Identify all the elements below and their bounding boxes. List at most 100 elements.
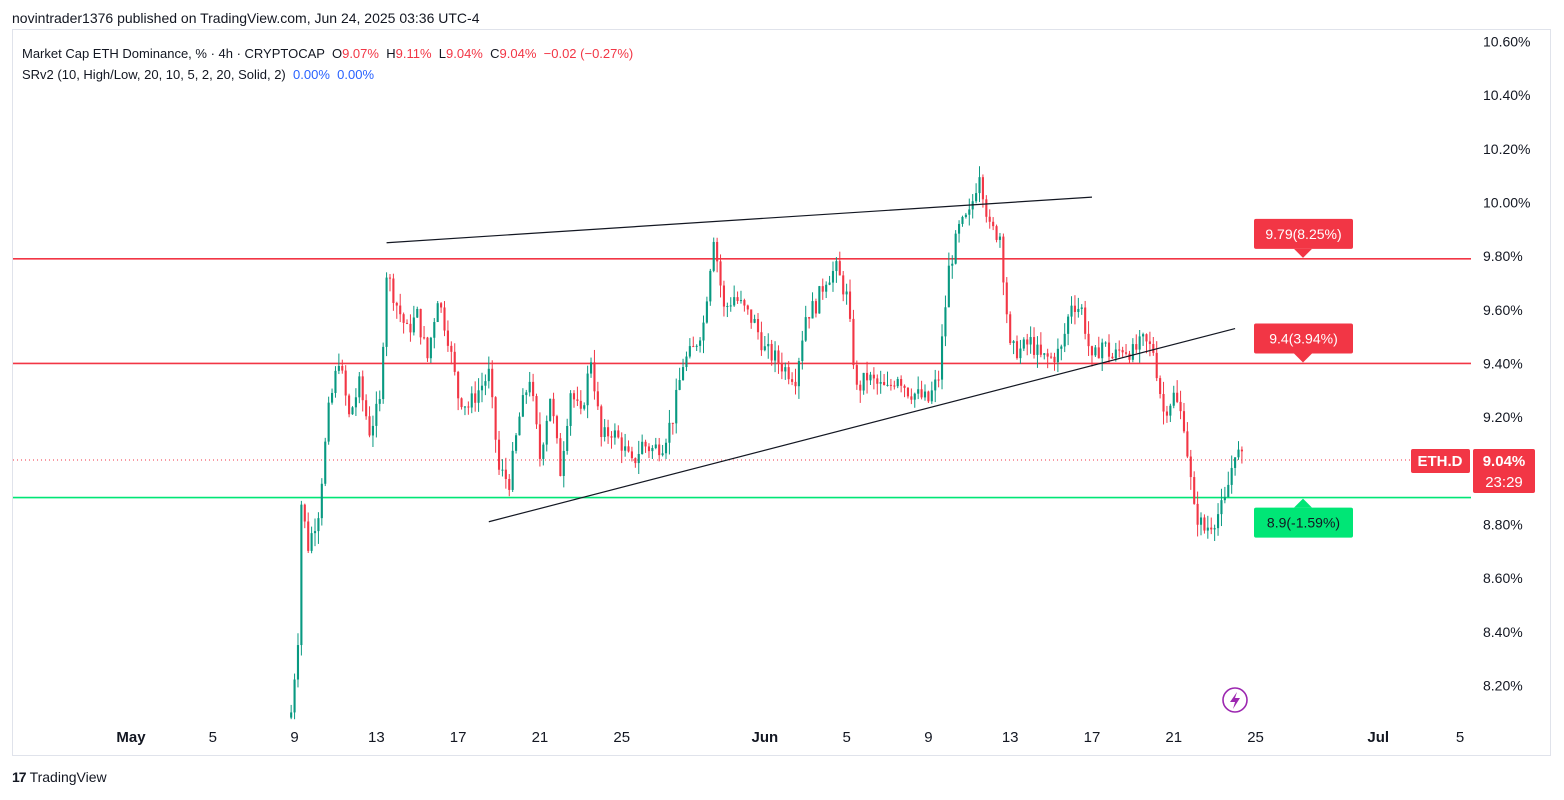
candle-body [562, 450, 565, 476]
candle-body [1080, 307, 1083, 309]
candle-body [392, 278, 395, 303]
candle-body [1060, 346, 1063, 349]
footer-brand[interactable]: 17 TradingView [12, 769, 107, 785]
candle-body [504, 469, 507, 479]
candle-body [426, 337, 429, 359]
candle-body [975, 193, 978, 202]
candle-body [722, 285, 725, 307]
candle-body [1152, 343, 1155, 353]
candle-body [634, 458, 637, 464]
level-pointer [1294, 498, 1312, 508]
candle-body [617, 430, 620, 438]
level-label-box [1254, 218, 1353, 249]
y-tick-label: 8.40% [1483, 624, 1523, 640]
candle-body [385, 277, 388, 347]
candle-body [1053, 356, 1056, 363]
x-tick-label: 13 [1002, 729, 1019, 746]
candle-body [756, 318, 760, 333]
countdown-tag: 23:29 [1485, 474, 1523, 491]
candle-body [968, 209, 971, 215]
candle-body [739, 300, 743, 302]
candle-body [607, 427, 610, 437]
candle-body [954, 233, 957, 264]
candle-body [576, 399, 579, 401]
candle-body [388, 277, 392, 279]
candle-body [978, 177, 981, 194]
candle-body [1005, 282, 1008, 315]
candle-body [879, 382, 882, 384]
candle-body [1216, 514, 1220, 529]
legend-c-label: C [490, 46, 500, 61]
candle-body [883, 382, 886, 385]
symbol-tag-box [1411, 449, 1470, 474]
candle-body [695, 345, 698, 347]
candle-body [440, 303, 443, 308]
candle-body [699, 340, 702, 346]
candle-body [545, 420, 548, 445]
y-tick-label: 10.60% [1483, 34, 1530, 50]
candle-body [995, 226, 998, 240]
candle-body [528, 381, 531, 393]
candle-body [736, 297, 739, 301]
candle-body [763, 346, 766, 351]
candle-body [1196, 503, 1199, 525]
candle-body [1036, 344, 1039, 355]
candle-body [1107, 342, 1111, 357]
candle-body [549, 398, 552, 421]
candle-body [998, 236, 1002, 240]
candle-body [644, 441, 647, 447]
candle-body [1063, 333, 1066, 347]
candle-body [1084, 307, 1087, 334]
candle-body [1179, 401, 1182, 412]
candle-body [515, 435, 518, 451]
x-tick-label: 21 [1165, 729, 1182, 746]
candle-body [1155, 352, 1158, 379]
candle-body [1070, 305, 1073, 317]
candle-body [320, 483, 323, 519]
candle-body [378, 399, 381, 404]
candle-body [1077, 308, 1080, 312]
candle-body [317, 518, 320, 532]
candle-body [613, 430, 616, 438]
publisher-line: novintrader1376 published on TradingView… [12, 10, 480, 26]
candle-body [307, 521, 310, 551]
x-tick-label: 25 [1247, 729, 1264, 746]
candle-body [1002, 236, 1005, 283]
indicator-value-2: 0.00% [337, 67, 375, 82]
candle-body [368, 416, 371, 436]
candle-body [416, 308, 419, 318]
candle-body [470, 393, 473, 408]
candle-body [491, 368, 494, 398]
candle-body [831, 271, 835, 283]
candle-body [920, 389, 923, 398]
candle-body [750, 309, 753, 323]
legend-change: −0.02 (−0.27%) [543, 46, 634, 61]
y-tick-label: 8.80% [1483, 516, 1523, 532]
candle-body [1138, 336, 1141, 350]
candle-body [463, 406, 467, 408]
candle-body [893, 385, 896, 387]
candle-body [797, 361, 800, 387]
candle-body [405, 322, 409, 324]
candle-body [862, 372, 865, 391]
candle-body [1111, 356, 1114, 359]
candle-body [521, 395, 524, 417]
candle-body [344, 370, 347, 396]
candle-body [596, 391, 599, 407]
legend-low: 9.04% [446, 46, 483, 61]
candle-body [688, 346, 691, 357]
y-tick-label: 9.60% [1483, 302, 1523, 318]
candle-body [1223, 497, 1226, 501]
candle-body [712, 241, 715, 271]
indicator-legend[interactable]: SRv2 (10, High/Low, 20, 10, 5, 2, 20, So… [22, 67, 374, 82]
candle-body [419, 308, 422, 338]
candle-body [1227, 484, 1230, 498]
candle-body [845, 291, 848, 295]
x-tick-label: 5 [1456, 729, 1464, 746]
candle-body [777, 350, 780, 364]
candle-body [579, 400, 582, 409]
candle-body [903, 385, 906, 388]
last-price-tag: 9.04% [1483, 453, 1526, 470]
candle-body [852, 318, 855, 366]
